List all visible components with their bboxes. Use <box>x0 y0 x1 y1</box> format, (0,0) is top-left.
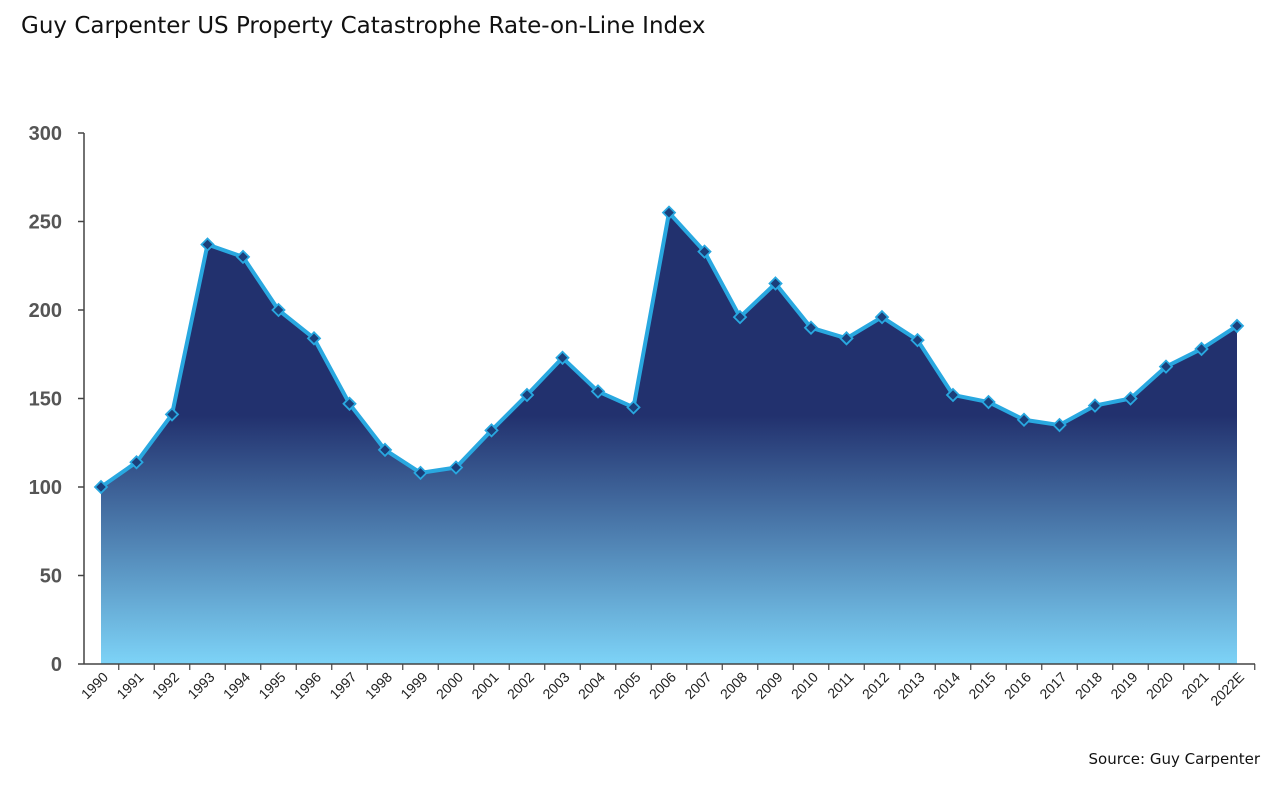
y-tick-label: 50 <box>40 566 62 588</box>
series-area <box>101 212 1237 664</box>
x-tick-label: 2009 <box>752 669 785 702</box>
data-point <box>1052 417 1067 433</box>
data-point <box>377 442 393 458</box>
y-tick-label: 200 <box>29 300 62 322</box>
data-point <box>910 332 925 348</box>
chart-source: Source: Guy Carpenter <box>1088 750 1260 768</box>
x-tick-label: 2005 <box>610 669 643 702</box>
data-point <box>945 387 961 403</box>
data-point <box>1123 391 1138 406</box>
data-point <box>306 331 322 346</box>
chart-title: Guy Carpenter US Property Catastrophe Ra… <box>21 13 706 39</box>
data-point <box>626 400 641 415</box>
x-tick-label: 2020 <box>1143 669 1176 702</box>
data-point <box>803 320 819 335</box>
x-tick-label: 1991 <box>113 669 146 702</box>
x-tick-label: 2008 <box>717 669 750 702</box>
data-point <box>981 394 996 410</box>
x-tick-label: 1993 <box>184 669 217 702</box>
data-point <box>164 407 180 422</box>
x-tick-label: 1999 <box>397 669 430 702</box>
data-point <box>1016 412 1032 428</box>
x-tick-label: 2011 <box>824 669 857 702</box>
x-tick-label: 1994 <box>220 669 253 702</box>
data-point <box>1158 359 1174 374</box>
y-tick-label: 100 <box>29 477 62 499</box>
x-tick-label: 2004 <box>575 669 608 702</box>
x-tick-label: 2012 <box>859 669 892 702</box>
data-point <box>555 350 570 366</box>
data-point <box>519 387 535 403</box>
data-point <box>1194 341 1209 357</box>
x-tick-label: 2019 <box>1107 669 1140 702</box>
x-tick-label: 2006 <box>646 669 679 702</box>
data-point <box>342 396 357 412</box>
y-tick-label: 250 <box>29 212 62 234</box>
x-tick-label: 2022E <box>1207 669 1247 709</box>
x-tick-label: 2003 <box>539 669 572 702</box>
data-point <box>697 244 712 259</box>
y-tick-label: 150 <box>29 389 62 411</box>
x-tick-label: 2013 <box>894 669 927 702</box>
data-point <box>235 249 251 265</box>
x-tick-label: 2017 <box>1036 669 1069 702</box>
data-point <box>93 479 109 495</box>
data-point <box>484 423 499 438</box>
data-point <box>413 465 428 481</box>
data-point <box>768 276 783 291</box>
x-tick-label: 1992 <box>149 669 182 702</box>
x-tick-label: 1990 <box>78 669 111 702</box>
data-point <box>129 454 144 470</box>
x-tick-label: 1996 <box>291 669 324 702</box>
data-point <box>1087 398 1103 413</box>
x-tick-label: 1997 <box>326 669 359 702</box>
data-point <box>1229 318 1245 334</box>
x-tick-label: 2007 <box>681 669 714 702</box>
x-tick-label: 2002 <box>504 669 537 702</box>
x-tick-label: 1995 <box>255 669 288 702</box>
data-point <box>200 237 215 252</box>
x-tick-label: 2018 <box>1072 669 1105 702</box>
x-tick-label: 2010 <box>788 669 821 702</box>
data-point <box>732 309 748 325</box>
x-tick-label: 1998 <box>362 669 395 702</box>
y-tick-label: 0 <box>51 654 62 676</box>
x-tick-label: 2014 <box>930 669 963 702</box>
data-point <box>590 384 606 399</box>
x-tick-label: 2016 <box>1001 669 1034 702</box>
x-tick-label: 2000 <box>433 669 466 702</box>
y-tick-label: 300 <box>29 123 62 145</box>
data-point <box>874 309 890 325</box>
x-tick-label: 2015 <box>965 669 998 702</box>
data-point <box>661 205 677 220</box>
data-point <box>271 302 286 318</box>
data-point <box>448 460 464 475</box>
x-tick-label: 2001 <box>468 669 501 702</box>
data-point <box>839 331 854 346</box>
